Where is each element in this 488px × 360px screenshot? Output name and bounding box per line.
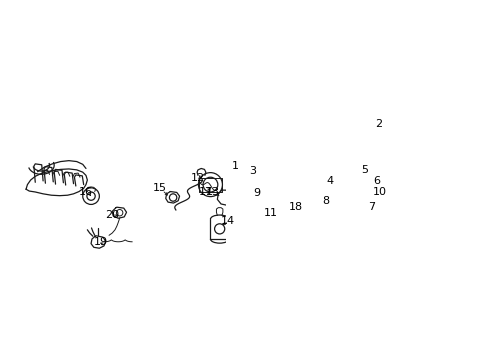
- Text: 2: 2: [374, 119, 382, 129]
- Text: 11: 11: [263, 208, 277, 218]
- Text: 8: 8: [322, 196, 328, 206]
- Text: 1: 1: [232, 161, 239, 171]
- Text: 17: 17: [198, 186, 212, 197]
- Text: 13: 13: [205, 186, 219, 197]
- Text: 9: 9: [253, 188, 260, 198]
- Text: 16: 16: [79, 186, 93, 197]
- Text: 18: 18: [288, 202, 302, 212]
- Text: 10: 10: [372, 186, 386, 197]
- Text: 12: 12: [190, 173, 204, 183]
- Text: 3: 3: [249, 166, 256, 176]
- Text: 15: 15: [152, 183, 166, 193]
- Text: 20: 20: [105, 210, 119, 220]
- Text: 14: 14: [220, 216, 234, 226]
- Text: 5: 5: [361, 165, 367, 175]
- Text: 7: 7: [367, 202, 375, 212]
- Text: 4: 4: [326, 176, 333, 186]
- Text: 19: 19: [94, 237, 108, 247]
- Text: 6: 6: [372, 176, 379, 186]
